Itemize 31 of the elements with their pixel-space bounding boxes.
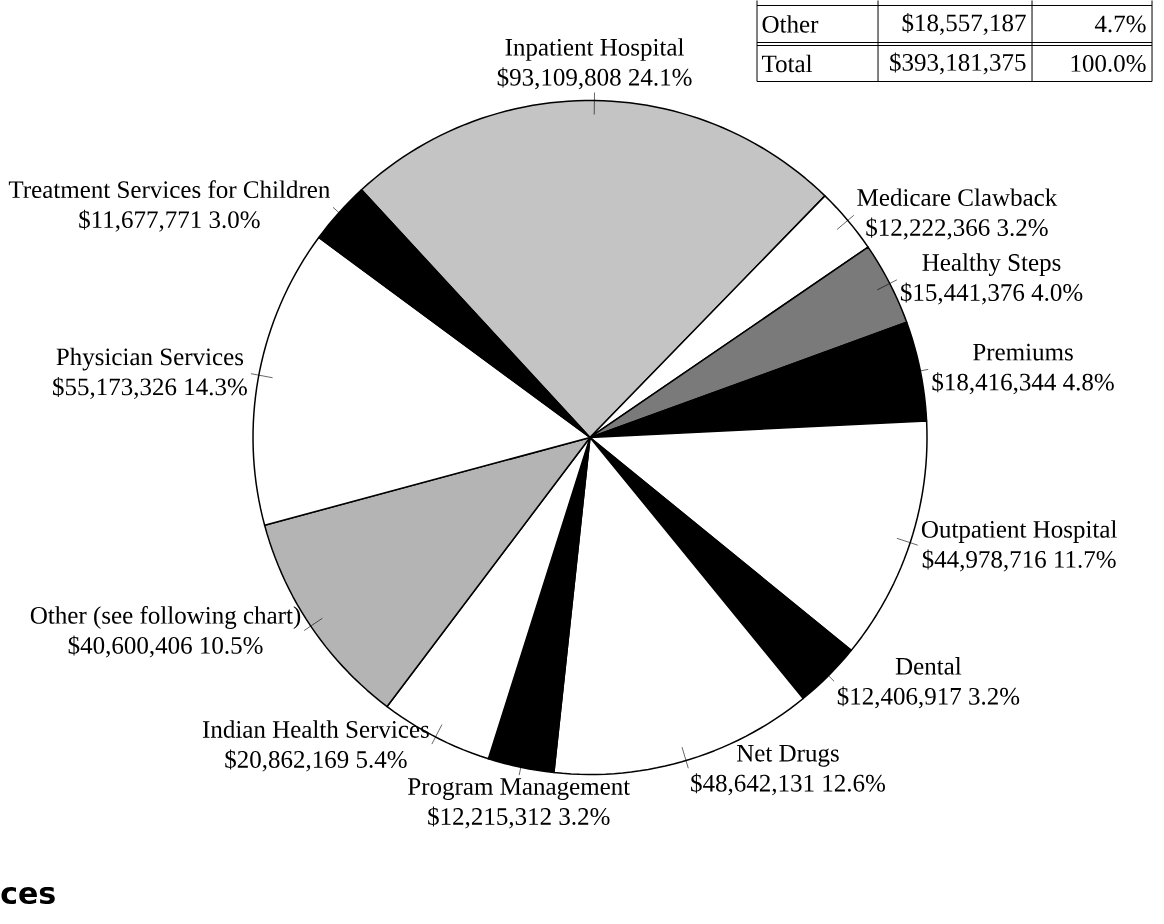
data-label: $55,173,326 14.3%: [53, 377, 247, 400]
data-label: $44,978,716 11.7%: [922, 549, 1116, 572]
text: $393,181,375: [890, 52, 1026, 75]
text: 4.7%: [1094, 15, 1146, 33]
slice-label: Dental: [895, 657, 962, 675]
data-label: $40,600,406 10.5%: [68, 635, 263, 658]
slice-label: Medicare Clawback: [857, 188, 1058, 207]
slice-label: Healthy Steps: [922, 253, 1061, 277]
slice-label: Inpatient Hospital: [505, 38, 684, 62]
slice-label: Program Management: [408, 778, 631, 801]
slice-label: Net Drugs: [736, 745, 839, 768]
slice-label: Indian Health Services: [202, 720, 429, 739]
text: 100.0%: [1071, 55, 1146, 73]
data-label: $18,416,344 4.8%: [932, 372, 1114, 395]
text: $18,557,187: [902, 13, 1026, 36]
data-label: $20,862,169 5.4%: [225, 749, 407, 772]
data-label: $11,677,771 3.0%: [79, 209, 260, 232]
text: Total: [761, 54, 813, 73]
text: Other: [762, 15, 819, 34]
slice-label: Outpatient Hospital: [921, 520, 1117, 544]
data-label: $15,441,376 4.0%: [900, 282, 1083, 305]
data-label: $12,222,366 3.2%: [866, 217, 1048, 240]
data-label: $12,215,312 3.2%: [428, 806, 610, 829]
slice-label: Premiums: [973, 344, 1073, 361]
data-label: $93,109,808 24.1%: [497, 67, 692, 90]
slice-label: Other (see following chart): [30, 606, 301, 630]
data-label: $48,642,131 12.6%: [691, 773, 886, 796]
text: ces: [1, 887, 55, 905]
data-label: $12,406,917 3.2%: [837, 686, 1020, 709]
slice-label: Treatment Services for Children: [8, 180, 330, 199]
slice-label: Physician Services: [56, 347, 244, 371]
